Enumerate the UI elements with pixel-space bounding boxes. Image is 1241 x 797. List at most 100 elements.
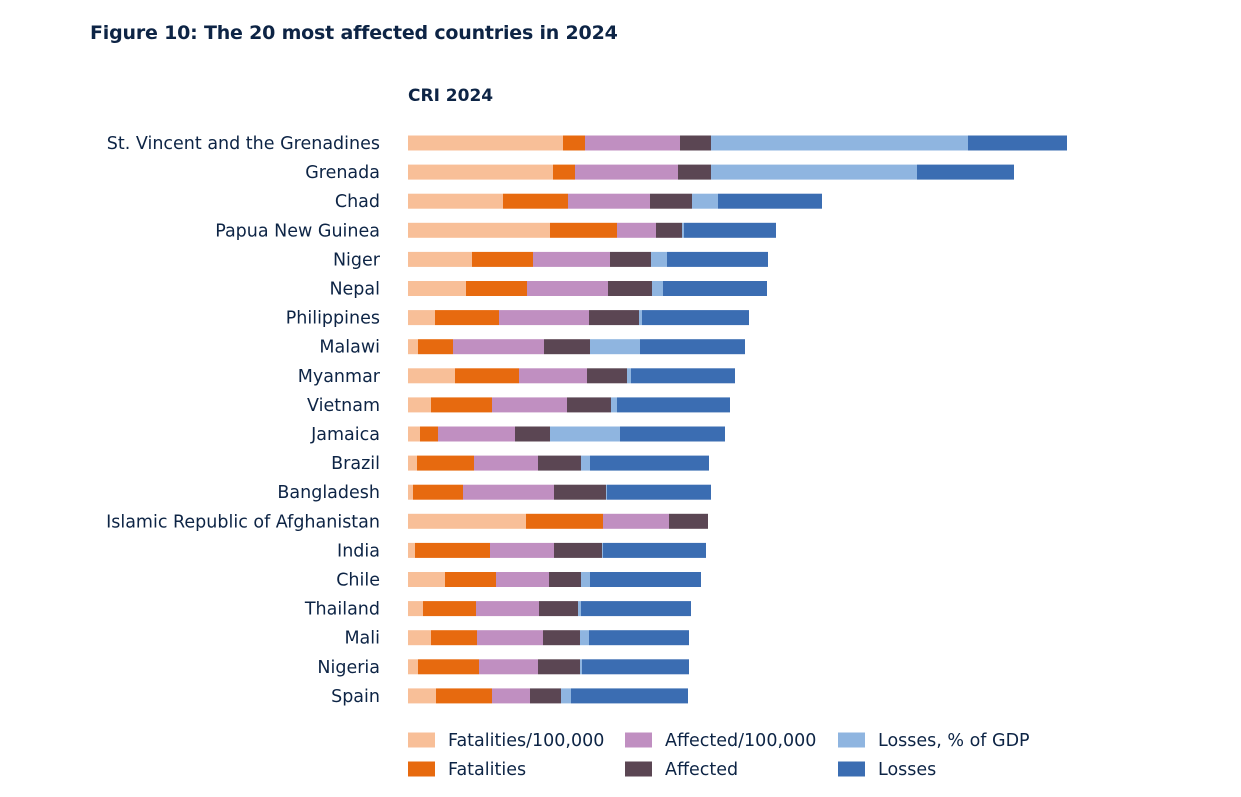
- bar-segment: [408, 310, 435, 326]
- legend-label: Losses: [878, 760, 936, 780]
- bar-segment: [580, 630, 589, 646]
- country-label: St. Vincent and the Grenadines: [107, 134, 380, 154]
- bar-segment: [651, 251, 667, 267]
- bar-segment: [408, 339, 418, 355]
- bar-segment: [408, 368, 455, 384]
- bar-segment: [590, 572, 701, 587]
- bar-segment: [682, 222, 684, 238]
- bar-segment: [639, 310, 642, 326]
- bar-segment: [606, 484, 607, 500]
- bar-segment: [445, 572, 496, 587]
- bar-segment: [408, 601, 423, 617]
- bar-segment: [663, 281, 767, 296]
- bar-segment: [718, 193, 822, 209]
- bar-segment: [408, 164, 553, 180]
- bar-segment: [610, 251, 651, 267]
- bar-segment: [652, 281, 663, 296]
- bar-segment: [408, 222, 550, 238]
- bar-segment: [582, 659, 689, 675]
- bar-segment: [631, 368, 735, 384]
- bar-segment: [611, 397, 617, 413]
- bar-segment: [477, 630, 543, 646]
- bar-segment: [603, 542, 706, 558]
- bar-segment: [617, 222, 656, 238]
- bar-segment: [538, 659, 580, 675]
- bar-segment: [408, 572, 445, 587]
- bar-segment: [571, 688, 688, 704]
- country-label: Islamic Republic of Afghanistan: [106, 512, 380, 532]
- legend-label: Affected/100,000: [665, 731, 816, 751]
- bar-segment: [590, 455, 709, 471]
- country-label: Nepal: [329, 280, 380, 300]
- bar-segment: [496, 572, 549, 587]
- bar-segment: [408, 426, 420, 442]
- bar-segment: [602, 542, 603, 558]
- country-label: Vietnam: [307, 396, 380, 416]
- bar-segment: [533, 251, 610, 267]
- bar-segment: [490, 542, 554, 558]
- bar-segment: [492, 688, 530, 704]
- bar-segment: [436, 688, 492, 704]
- bar-segment: [438, 426, 515, 442]
- country-label: Malawi: [319, 338, 380, 358]
- bar-segment: [408, 688, 436, 704]
- bar-segment: [617, 397, 730, 413]
- bar-segment: [656, 222, 682, 238]
- bar-segment: [418, 339, 453, 355]
- bar-segment: [589, 630, 689, 646]
- bar-segment: [515, 426, 550, 442]
- bar-segment: [463, 484, 554, 500]
- bar-segment: [590, 339, 640, 355]
- legend-swatch: [838, 761, 865, 777]
- bar-segment: [408, 484, 413, 500]
- legend-swatch: [408, 732, 435, 748]
- bar-segment: [561, 688, 571, 704]
- bar-segment: [678, 164, 711, 180]
- bar-segment: [479, 659, 538, 675]
- bar-segment: [431, 397, 492, 413]
- country-label: Mali: [344, 629, 380, 649]
- bar-segment: [549, 572, 581, 587]
- bar-segment: [527, 281, 608, 296]
- country-label: Brazil: [331, 454, 380, 474]
- bar-segment: [466, 281, 527, 296]
- bar-segment: [543, 630, 580, 646]
- country-label: Niger: [333, 250, 381, 270]
- bar-segment: [581, 455, 590, 471]
- bar-segment: [538, 455, 581, 471]
- bar-segment: [408, 630, 431, 646]
- bar-segment: [519, 368, 587, 384]
- bar-segment: [408, 455, 417, 471]
- bar-segment: [455, 368, 519, 384]
- bar-segment: [413, 484, 463, 500]
- bar-segment: [680, 135, 711, 151]
- legend-label: Affected: [665, 760, 738, 780]
- bar-segment: [575, 164, 678, 180]
- bar-segment: [640, 339, 745, 355]
- bar-segment: [968, 135, 1067, 151]
- bar-segment: [642, 310, 749, 326]
- bar-segment: [603, 513, 669, 529]
- bar-segment: [408, 135, 563, 151]
- country-label: Spain: [331, 687, 380, 707]
- bar-segment: [408, 251, 472, 267]
- country-label: Myanmar: [298, 367, 381, 387]
- legend-label: Losses, % of GDP: [878, 731, 1030, 751]
- bar-segment: [581, 601, 691, 617]
- legend-swatch: [408, 761, 435, 777]
- bar-segment: [431, 630, 477, 646]
- legend: Fatalities/100,000 Fatalities Affected/100…: [408, 731, 1030, 780]
- bar-segment: [581, 572, 590, 587]
- bar-segment: [620, 426, 725, 442]
- legend-swatch: [625, 732, 652, 748]
- bar-segment: [420, 426, 438, 442]
- bar-segment: [650, 193, 692, 209]
- bar-segment: [627, 368, 631, 384]
- bar-segment: [587, 368, 627, 384]
- bar-segment: [539, 601, 578, 617]
- bar-segment: [585, 135, 680, 151]
- bar-segment: [526, 513, 603, 529]
- bar-segment: [589, 310, 639, 326]
- bar-segment: [423, 601, 476, 617]
